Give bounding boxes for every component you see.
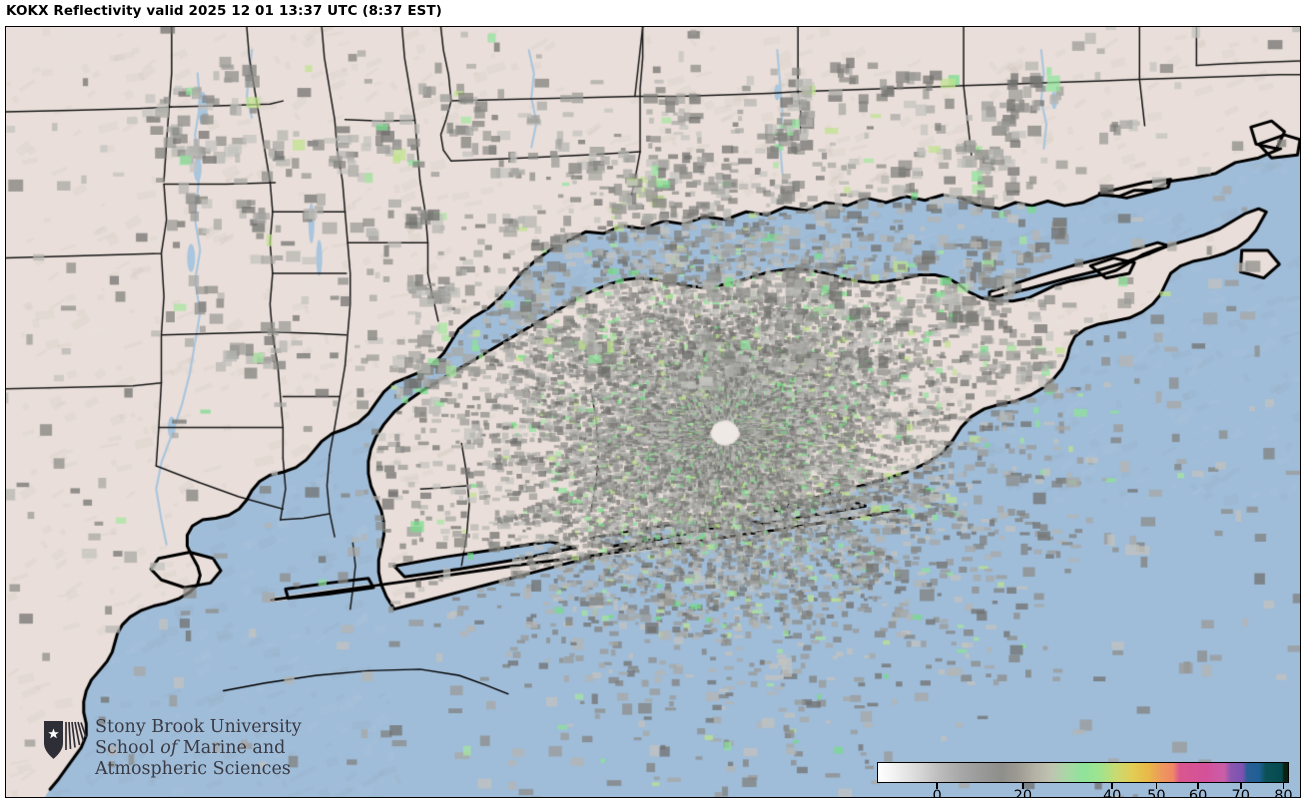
colorbar-tick-label: 40 [1102,788,1122,798]
colorbar-tick-label: 50 [1147,788,1166,798]
colorbar-tick [1197,783,1199,789]
colorbar-tick [1155,783,1158,789]
colorbar-tick [1111,783,1113,789]
colorbar-bar [877,762,1289,783]
reflectivity-colorbar: 0 20 40 50 60 70 80 [877,762,1293,797]
colorbar-tick-label: 70 [1231,788,1250,798]
colorbar-tick-label: 80 [1274,788,1293,798]
colorbar-gradient [878,763,1288,782]
radar-map-frame[interactable]: Stony Brook University School of Marine … [5,26,1301,798]
colorbar-tick-label: 0 [932,788,942,798]
colorbar-tick-label: 60 [1188,788,1208,798]
colorbar-tick [936,783,938,789]
radar-map-canvas[interactable] [6,27,1300,797]
colorbar-tick-label: 20 [1013,788,1033,798]
colorbar-tick [1239,783,1242,789]
colorbar-tick [1282,783,1285,789]
colorbar-tick [1022,783,1024,789]
page-title: KOKX Reflectivity valid 2025 12 01 13:37… [6,3,443,19]
